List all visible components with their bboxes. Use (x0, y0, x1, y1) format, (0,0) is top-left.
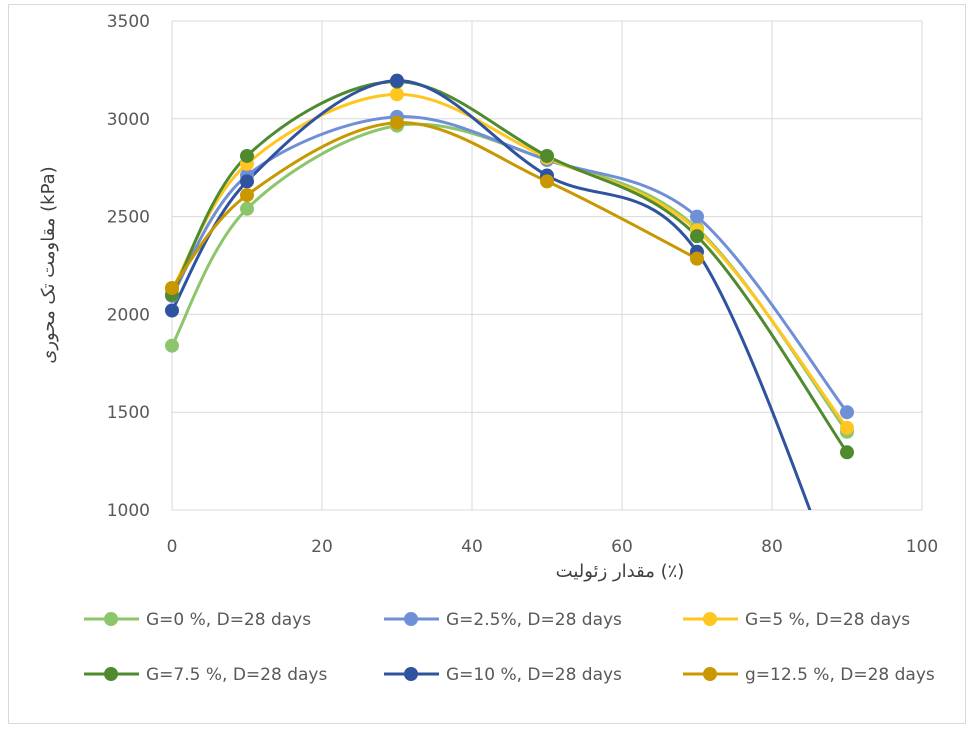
data-point (840, 405, 854, 420)
series-line (170, 122, 849, 434)
x-tick-label: 20 (311, 537, 333, 557)
data-point (165, 338, 179, 353)
legend-item[interactable]: G=5 %, D=28 days (683, 610, 910, 630)
y-tick-label: 2500 (107, 208, 150, 228)
legend-label: G=0 %, D=28 days (146, 610, 311, 630)
data-point (840, 420, 854, 435)
legend-label: G=7.5 %, D=28 days (146, 665, 327, 685)
data-point (165, 280, 179, 295)
data-point (690, 209, 704, 224)
legend-label: G=2.5%, D=28 days (446, 610, 622, 630)
legend-item[interactable]: G=10 %, D=28 days (384, 665, 622, 685)
legend-marker (703, 612, 717, 626)
data-point (240, 174, 254, 189)
legend-item[interactable]: g=12.5 %, D=28 days (683, 665, 935, 685)
data-point (690, 251, 704, 266)
data-point (390, 87, 404, 102)
series-line (170, 115, 849, 414)
y-tick-label: 3000 (107, 110, 150, 130)
x-tick-label: 80 (761, 537, 783, 557)
data-point (540, 148, 554, 163)
legend-item[interactable]: G=2.5%, D=28 days (384, 610, 622, 630)
legend-label: g=12.5 %, D=28 days (745, 665, 935, 685)
x-axis-title: مقدار زئولیت (٪) (556, 561, 685, 582)
legend-label: G=10 %, D=28 days (446, 665, 622, 685)
x-tick-label: 60 (611, 537, 633, 557)
data-point (390, 73, 404, 88)
series-line (170, 79, 812, 510)
legend-marker (404, 667, 418, 681)
data-point (840, 445, 854, 460)
chart-frame (8, 4, 966, 724)
legend-marker (104, 667, 118, 681)
x-tick-label: 100 (906, 537, 938, 557)
data-point (540, 174, 554, 189)
data-point (390, 115, 404, 130)
legend-marker (404, 612, 418, 626)
legend-item[interactable]: G=0 %, D=28 days (84, 610, 311, 630)
data-point (240, 148, 254, 163)
grid (171, 20, 923, 511)
tick-labels: 1000 1500 2000 2500 3000 3500 0 20 40 60 80 100 (107, 12, 938, 557)
legend-label: G=5 %, D=28 days (745, 610, 910, 630)
y-tick-label: 3500 (107, 12, 150, 32)
data-point (240, 201, 254, 216)
y-axis-title: مقاومت تک محوری (kPa) (38, 166, 59, 363)
plot-area (165, 73, 854, 510)
legend-marker (703, 667, 717, 681)
data-point (240, 188, 254, 203)
y-tick-label: 1500 (107, 403, 150, 423)
x-tick-label: 40 (461, 537, 483, 557)
y-tick-label: 2000 (107, 305, 150, 325)
data-point (165, 303, 179, 318)
legend[interactable]: G=0 %, D=28 days G=2.5%, D=28 days G=5 %, … (84, 610, 935, 685)
y-tick-label: 1000 (107, 501, 150, 521)
legend-marker (104, 612, 118, 626)
legend-item[interactable]: G=7.5 %, D=28 days (84, 665, 327, 685)
x-tick-label: 0 (167, 537, 178, 557)
data-point (690, 229, 704, 244)
